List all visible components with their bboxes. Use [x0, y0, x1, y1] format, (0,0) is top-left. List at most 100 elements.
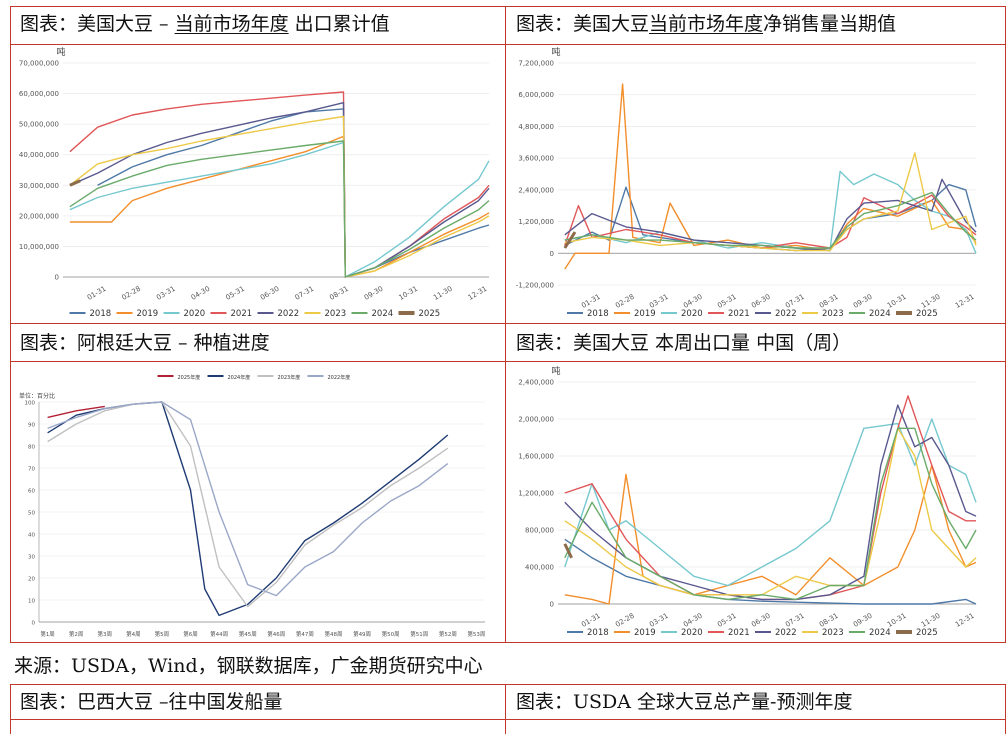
legend-label-2023: 2023: [822, 628, 844, 638]
x-tick-label: 09-30: [852, 293, 874, 310]
y-tick-label: 30: [28, 555, 35, 561]
y-tick-label: 20: [28, 577, 35, 583]
y-tick-label: 70,000,000: [19, 60, 59, 68]
legend-label-2020: 2020: [681, 628, 703, 638]
x-tick-label: 第53周: [467, 630, 485, 638]
series-line-2018: [564, 538, 977, 605]
chart-argentina-planting-progress: 单位：百分比 0 10 20 30 40 50 60 70 80 90 100 第1周 第2周 第3周 第4周…: [19, 374, 485, 638]
series-line-2019: [69, 135, 490, 278]
y-tick-label: 4,800,000: [518, 123, 554, 131]
y-axis-label: 吨: [56, 46, 65, 58]
x-tick-label: 08-31: [818, 612, 840, 629]
chart-us-soy-net-sales: 吨 -1,200,000 0 1,200,000 2,400,000 3,600,000 4…: [516, 46, 977, 319]
y-tick-label: 7,200,000: [518, 60, 554, 68]
frame-mid-row3: [505, 684, 506, 734]
panel6-title: 图表：USDA 全球大豆总产量-预测年度: [516, 691, 853, 713]
panel1-title: 图表：美国大豆 – 当前市场年度 出口累计值: [20, 12, 390, 36]
x-tick-label: 04-30: [190, 285, 212, 302]
panel2-title-a: 图表：美国大豆: [516, 13, 650, 35]
frame-right: [1005, 6, 1006, 642]
x-tick-label: 05-31: [716, 293, 738, 310]
series-line-2019: [564, 83, 977, 270]
x-tick-label: 09-30: [363, 285, 385, 302]
series-line-2023: [564, 152, 977, 252]
legend-label-2024: 2024: [869, 628, 891, 638]
frame-mid: [505, 6, 506, 642]
x-tick-label: 08-31: [818, 293, 840, 310]
x-tick-label: 12-31: [954, 612, 976, 629]
legend-label-2023: 2023: [325, 309, 347, 319]
x-tick-label: 01-31: [580, 612, 602, 629]
series-line-2021: [564, 194, 977, 249]
panel2-title: 图表：美国大豆当前市场年度净销售量当期值: [516, 12, 896, 36]
y-tick-label: 10: [28, 599, 35, 605]
x-tick-label: 06-30: [750, 293, 772, 310]
x-tick-label: 第2周: [69, 630, 84, 638]
x-tick-label: 第6周: [183, 630, 198, 638]
x-tick-label: 07-31: [294, 285, 316, 302]
x-tick-label: 10-31: [398, 285, 420, 302]
frame-left-row3: [10, 684, 11, 734]
x-tick-label: 07-31: [784, 293, 806, 310]
x-tick-label: 第49周: [353, 630, 371, 638]
x-tick-label: 03-31: [155, 285, 177, 302]
x-tick-label: 第44周: [210, 630, 228, 638]
x-tick-label: 03-31: [648, 612, 670, 629]
y-tick-label: 400,000: [525, 564, 554, 572]
y-tick-label: 80: [28, 445, 35, 451]
panel2-title-b: 当前市场年度: [649, 13, 764, 35]
y-tick-label: 1,200,000: [518, 490, 554, 498]
series-line-2022年度: [47, 401, 449, 597]
x-tick-label: 01-31: [580, 293, 602, 310]
series-line-2025年度: [47, 405, 105, 419]
series-line-2022: [564, 178, 977, 252]
y-tick-label: 30,000,000: [19, 182, 59, 190]
x-tick-label: 04-30: [682, 612, 704, 629]
y-tick-label: 1,600,000: [518, 453, 554, 461]
series-line-2025: [563, 231, 577, 249]
panel2-title-c: 净销售量当期值: [763, 13, 897, 35]
legend-label-2025: 2025: [419, 309, 441, 319]
panel3-title: 图表：阿根廷大豆 – 种植进度: [20, 332, 270, 354]
series-line-2020: [564, 418, 977, 587]
y-axis-label: 吨: [551, 46, 560, 58]
legend-label-2020: 2020: [681, 309, 703, 319]
legend-label-2022: 2022: [775, 628, 797, 638]
y-tick-label: 2,000,000: [518, 416, 554, 424]
legend-label-2022: 2022: [775, 309, 797, 319]
series-line-2024: [69, 140, 490, 278]
legend-label-2021: 2021: [728, 628, 750, 638]
y-tick-label: 40: [28, 533, 35, 539]
legend-label-2021: 2021: [728, 309, 750, 319]
series-line-2020: [564, 170, 977, 254]
y-tick-label: 20,000,000: [19, 212, 59, 220]
x-tick-label: 第4周: [126, 630, 141, 638]
y-tick-label: 50,000,000: [19, 121, 59, 129]
x-tick-label: 10-31: [886, 293, 908, 310]
y-tick-label: 0: [32, 621, 36, 627]
series-line-2023: [564, 427, 977, 596]
series-line-2021: [564, 395, 976, 601]
panel1-title-c: 出口累计值: [288, 13, 390, 35]
y-tick-label: 40,000,000: [19, 151, 59, 159]
y-tick-label: 10,000,000: [19, 243, 59, 251]
y-tick-label: 0: [550, 601, 554, 609]
legend-label-2025: 2025: [916, 309, 938, 319]
x-tick-label: 12-31: [954, 293, 976, 310]
legend-label-2018: 2018: [90, 309, 112, 319]
legend-label-2023年度: 2023年度: [278, 374, 301, 381]
y-tick-label: 70: [28, 467, 35, 473]
series-line-2020: [69, 141, 490, 278]
panel1-title-b: 当前市场年度: [174, 13, 289, 35]
series-line-2025: [69, 179, 81, 187]
y-tick-label: 0: [55, 274, 59, 282]
x-tick-label: 第52周: [439, 630, 457, 638]
panel4-title: 图表：美国大豆 本周出口量 中国（周）: [516, 332, 852, 354]
source-note: 来源：USDA，Wind，钢联数据库，广金期货研究中心: [14, 655, 483, 677]
frame-top: [10, 6, 1006, 7]
legend-label-2018: 2018: [587, 309, 609, 319]
frame-right-row3: [1005, 684, 1006, 734]
x-tick-label: 02-28: [120, 285, 142, 302]
chart-us-soy-weekly-exports-china: 吨 0 400,000 800,000 1,200,000 1,600,000 2,000,…: [518, 365, 977, 638]
frame-row2-bottom: [10, 642, 1006, 643]
